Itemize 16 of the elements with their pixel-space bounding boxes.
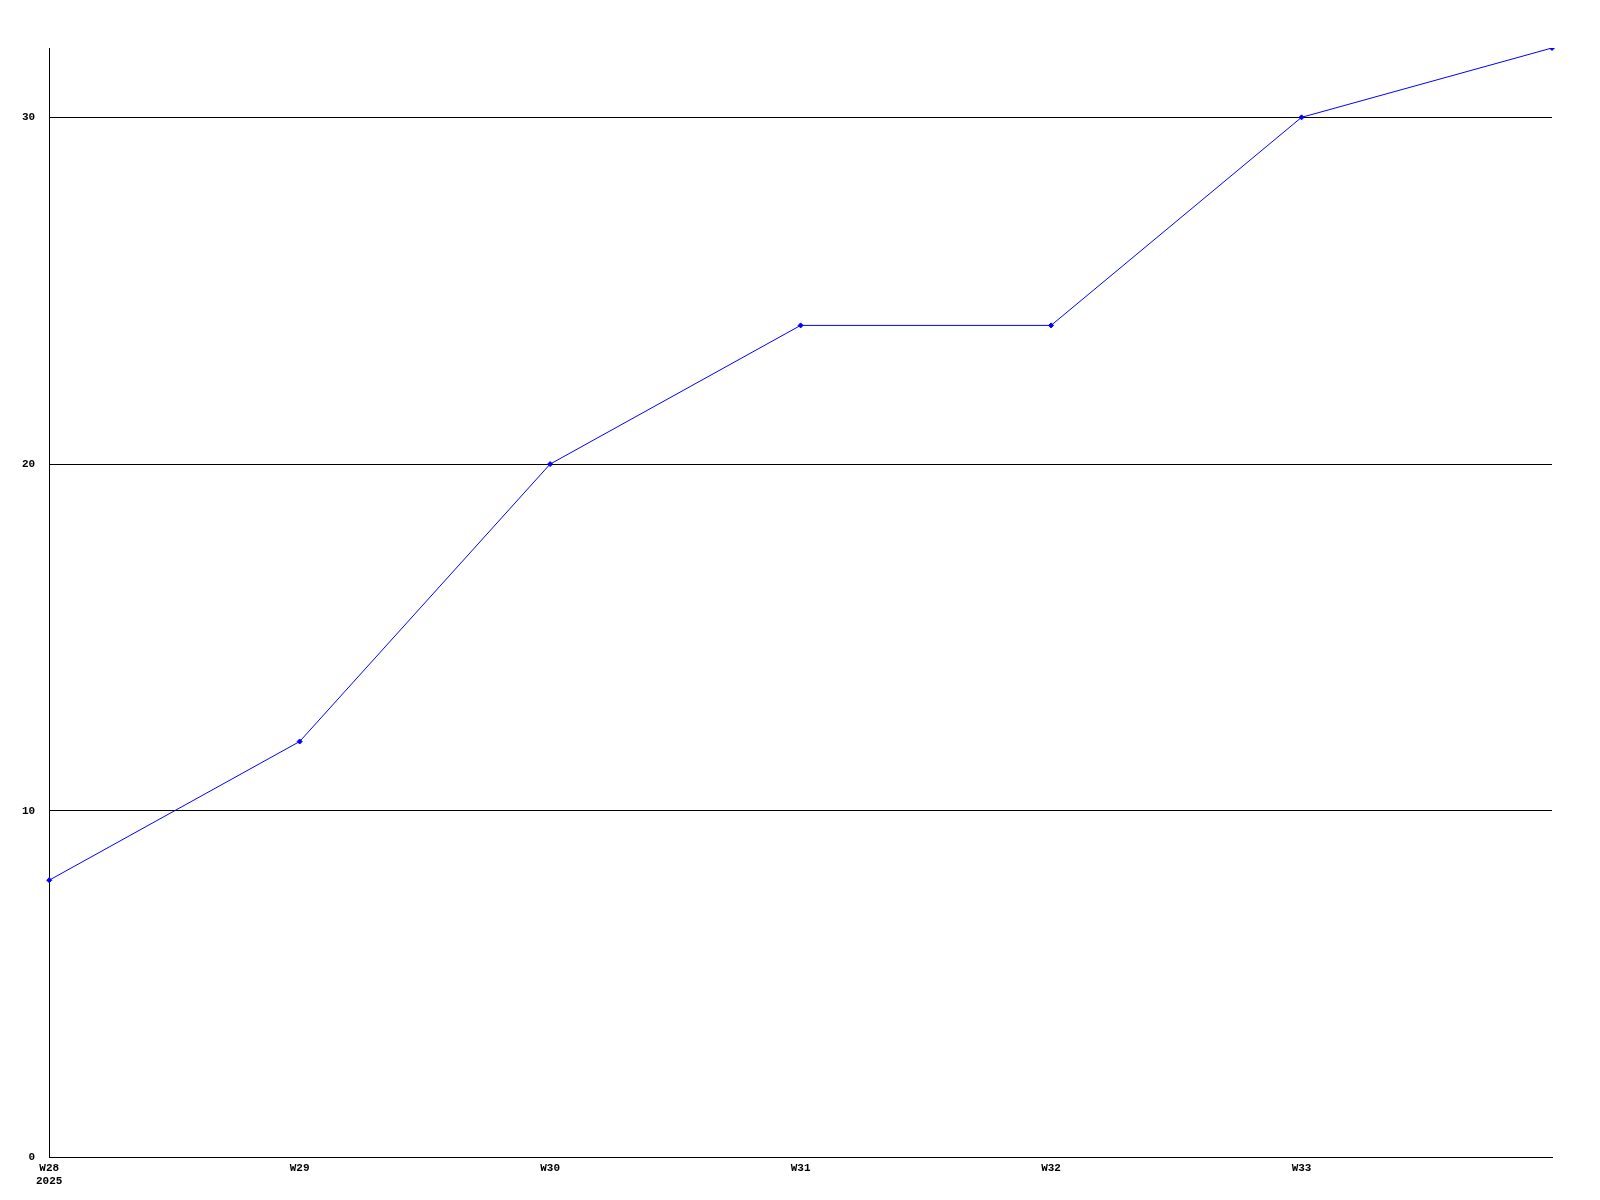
- point: [296, 738, 303, 745]
- x-tick-label: W29: [289, 1161, 310, 1174]
- point: [1298, 114, 1305, 121]
- point: [1048, 322, 1055, 329]
- y-tick-label: 20: [22, 457, 36, 470]
- x-tick-label: W31: [790, 1161, 811, 1174]
- x-tick-label: W28 2025: [36, 1161, 63, 1188]
- x-tick-label: W30: [540, 1161, 561, 1174]
- y-tick-label: 0: [28, 1151, 36, 1164]
- y-tick-label: 10: [22, 804, 36, 817]
- x-tick-label: W32: [1041, 1161, 1061, 1174]
- point: [797, 322, 804, 329]
- x-tick-label: W33: [1291, 1161, 1312, 1174]
- point: [46, 877, 53, 884]
- point: [547, 461, 554, 468]
- y-tick-label: 30: [22, 111, 36, 124]
